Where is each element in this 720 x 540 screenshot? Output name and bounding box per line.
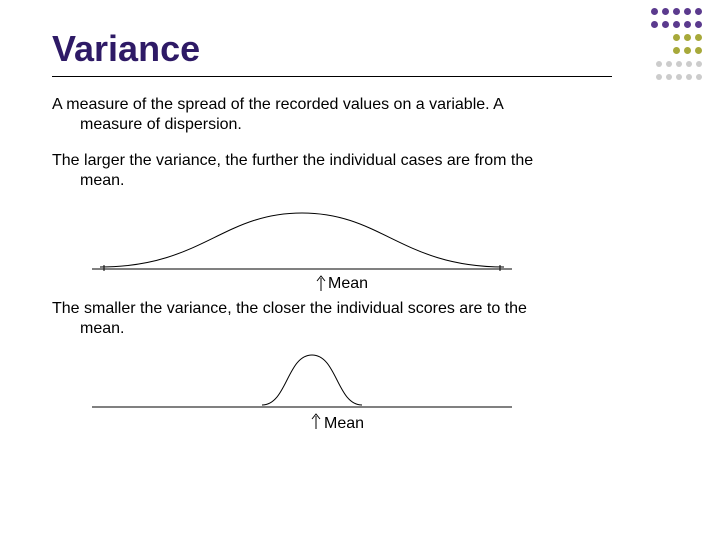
slide: Variance A measure of the spread of the … (0, 0, 720, 540)
mean-label-row-1: Mean (52, 275, 668, 293)
p1-line2: measure of dispersion. (52, 115, 668, 135)
mean-label-row-2: Mean (52, 413, 668, 433)
page-title: Variance (52, 28, 668, 70)
mean-arrow-icon (315, 275, 327, 296)
decor-dots (647, 6, 702, 84)
p2-line2: mean. (52, 171, 668, 191)
mean-label: Mean (324, 415, 364, 433)
p2-line1: The larger the variance, the further the… (52, 152, 533, 169)
p3-line1: The smaller the variance, the closer the… (52, 300, 527, 317)
mean-arrow-icon (310, 413, 322, 434)
paragraph-2: The larger the variance, the further the… (52, 151, 668, 191)
p1-line1: A measure of the spread of the recorded … (52, 96, 504, 113)
p3-line2: mean. (52, 319, 668, 339)
paragraph-1: A measure of the spread of the recorded … (52, 95, 668, 135)
bell-curve-narrow (92, 349, 532, 411)
mean-label: Mean (328, 275, 368, 293)
bell-curve-wide (92, 207, 532, 273)
title-rule (52, 76, 612, 77)
paragraph-3: The smaller the variance, the closer the… (52, 299, 668, 339)
